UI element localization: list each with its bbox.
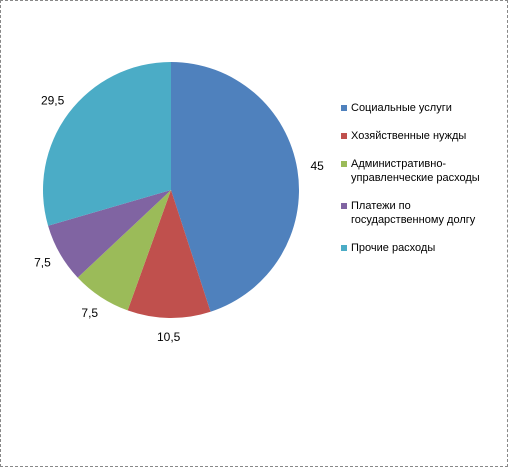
legend-item: Прочие расходы [341,241,506,255]
pie-slice [171,62,299,312]
legend-item: Хозяйственные нужды [341,129,506,143]
data-label: 7,5 [81,306,98,320]
data-label: 10,5 [157,330,181,344]
legend-item: Административно-управленческие расходы [341,157,506,185]
legend-swatch [341,203,347,209]
pie-slice [127,190,211,318]
pie-slice [77,190,171,311]
pie-slice [48,190,171,278]
legend-swatch [341,161,347,167]
legend-label: Платежи по государственному долгу [351,200,476,226]
legend-swatch [341,133,347,139]
legend-swatch [341,245,347,251]
legend-label: Административно-управленческие расходы [351,158,480,184]
legend-label: Прочие расходы [351,242,436,254]
legend-swatch [341,105,347,111]
legend-label: Социальные услуги [351,102,452,114]
legend-label: Хозяйственные нужды [351,130,467,142]
legend-item: Социальные услуги [341,101,506,115]
legend-item: Платежи по государственному долгу [341,199,506,227]
data-label: 7,5 [34,255,51,269]
legend: Социальные услуги Хозяйственные нужды Адми… [341,101,506,269]
data-label: 45 [310,159,324,173]
pie-slice [42,62,171,226]
data-label: 29,5 [41,93,65,107]
